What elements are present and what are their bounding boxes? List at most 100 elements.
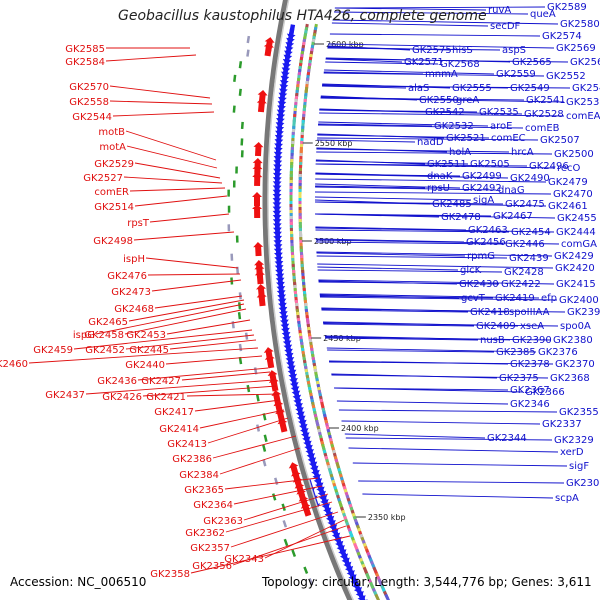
- label-connectors: [28, 6, 571, 574]
- reverse-gene-label: rpsU: [427, 183, 450, 194]
- forward-label-connector: [128, 299, 245, 322]
- reverse-gene-label: GK2378: [510, 359, 550, 370]
- forward-gene-label: motA: [99, 142, 126, 153]
- feature-dash: [236, 266, 240, 274]
- reverse-label-connector: [336, 400, 509, 405]
- reverse-label-connector: [352, 462, 568, 467]
- reverse-gene-label: GK2380: [553, 335, 593, 346]
- feature-dash: [283, 538, 289, 547]
- scale-tick-label: 2550 kbp: [315, 139, 353, 148]
- reverse-label-connector: [327, 47, 501, 51]
- reverse-gene-label: GK2355: [559, 407, 599, 418]
- reverse-label-connector: [317, 266, 459, 271]
- forward-gene-arrow: [252, 172, 263, 187]
- reverse-label-connector: [315, 229, 510, 233]
- reverse-gene-label: GK2419: [495, 293, 535, 304]
- feature-dash: [262, 459, 267, 467]
- forward-gene-label: GK2584: [65, 57, 105, 68]
- reverse-gene-label: GK2430: [459, 279, 499, 290]
- reverse-label-connector: [315, 241, 504, 245]
- feature-dash: [238, 88, 242, 96]
- reverse-gene-label: GK2580: [560, 19, 600, 30]
- reverse-label-connector: [323, 72, 545, 77]
- reverse-label-connector: [314, 201, 547, 207]
- reverse-gene-label: nusB: [480, 335, 505, 346]
- reverse-gene-label: GK2479: [548, 177, 588, 188]
- forward-label-connector: [147, 273, 241, 276]
- forward-label-connector: [134, 195, 228, 207]
- reverse-gene-label: GK2337: [542, 419, 582, 430]
- reverse-label-connector: [317, 263, 554, 269]
- forward-gene-arrow: [253, 242, 264, 257]
- feature-dash: [308, 578, 314, 586]
- reverse-gene-label: GK2376: [538, 347, 578, 358]
- reverse-label-connector: [315, 173, 509, 179]
- forward-gene-label: GK2570: [69, 82, 109, 93]
- forward-gene-label: GK2514: [94, 202, 134, 213]
- reverse-gene-label: GK2535: [479, 107, 519, 118]
- reverse-gene-label: GK2475: [505, 199, 545, 210]
- feature-dash: [255, 394, 260, 402]
- forward-label-connector: [224, 477, 319, 490]
- reverse-gene-label: GK2409: [476, 321, 516, 332]
- reverse-gene-label: GK2560: [570, 57, 600, 68]
- forward-gene-label: GK2413: [167, 439, 207, 450]
- forward-label-connector: [129, 187, 226, 192]
- feature-dash: [262, 444, 267, 452]
- forward-label-connector: [264, 519, 345, 559]
- forward-label-connector: [199, 409, 285, 429]
- reverse-gene-label: GK2344: [487, 433, 527, 444]
- forward-gene-label: GK2445: [129, 345, 169, 356]
- forward-gene-arrow: [277, 418, 288, 433]
- reverse-gene-label: GK2456: [466, 237, 506, 248]
- forward-label-connector: [134, 162, 221, 179]
- reverse-gene-label: GK2490: [510, 173, 550, 184]
- forward-gene-label: GK2473: [111, 287, 151, 298]
- forward-gene-label: GK2427: [141, 376, 181, 387]
- forward-label-connector: [28, 347, 259, 364]
- reverse-gene-label: GK2429: [554, 251, 594, 262]
- forward-label-connector: [133, 231, 235, 241]
- reverse-label-connector: [345, 437, 553, 441]
- forward-gene-label: ispG: [73, 330, 95, 341]
- reverse-label-connector: [319, 295, 494, 299]
- reverse-gene-label: GK2444: [556, 227, 596, 238]
- reverse-gene-label: GK2428: [504, 267, 544, 278]
- backbone-circle: [262, 0, 355, 604]
- forward-gene-label: GK2362: [185, 528, 225, 539]
- reverse-gene-label: GK2569: [556, 43, 596, 54]
- forward-gene-arrow: [252, 204, 263, 219]
- reverse-gene-label: xerD: [560, 447, 584, 458]
- forward-label-connector: [243, 493, 329, 521]
- scale-tick-label: 2500 kbp: [314, 237, 352, 246]
- reverse-label-connector: [316, 151, 553, 155]
- forward-label-connector: [169, 339, 257, 350]
- reverse-label-connector: [332, 19, 559, 25]
- reverse-gene-label: GK2478: [441, 212, 481, 223]
- reverse-label-connector: [321, 308, 566, 313]
- reverse-label-connector: [316, 148, 510, 153]
- feature-dash: [274, 477, 279, 485]
- reverse-gene-label: GK2505: [470, 159, 510, 170]
- reverse-label-connector: [314, 191, 552, 195]
- feature-dash: [240, 150, 244, 158]
- forward-gene-label: GK2585: [65, 44, 105, 55]
- forward-gene-label: GK2527: [83, 173, 123, 184]
- scale-tick-label: 2400 kbp: [341, 424, 379, 433]
- forward-label-connector: [95, 303, 245, 335]
- forward-label-connector: [149, 213, 230, 223]
- reverse-gene-label: GK2507: [540, 135, 580, 146]
- feature-dash: [237, 312, 242, 320]
- reverse-label-connector: [317, 269, 503, 273]
- feature-dash: [227, 224, 231, 232]
- reverse-gene-label: GK2496: [529, 161, 569, 172]
- backbone-highlight: [267, 0, 356, 604]
- forward-gene-label: GK2417: [154, 407, 194, 418]
- genome-stats-text: Topology: circular; Length: 3,544,776 bp…: [262, 575, 592, 589]
- feature-dash: [271, 493, 277, 501]
- reverse-gene-label: ruvA: [488, 5, 511, 16]
- forward-gene-label: comER: [94, 187, 129, 198]
- reverse-label-connector: [325, 58, 569, 63]
- forward-label-connector: [212, 435, 297, 459]
